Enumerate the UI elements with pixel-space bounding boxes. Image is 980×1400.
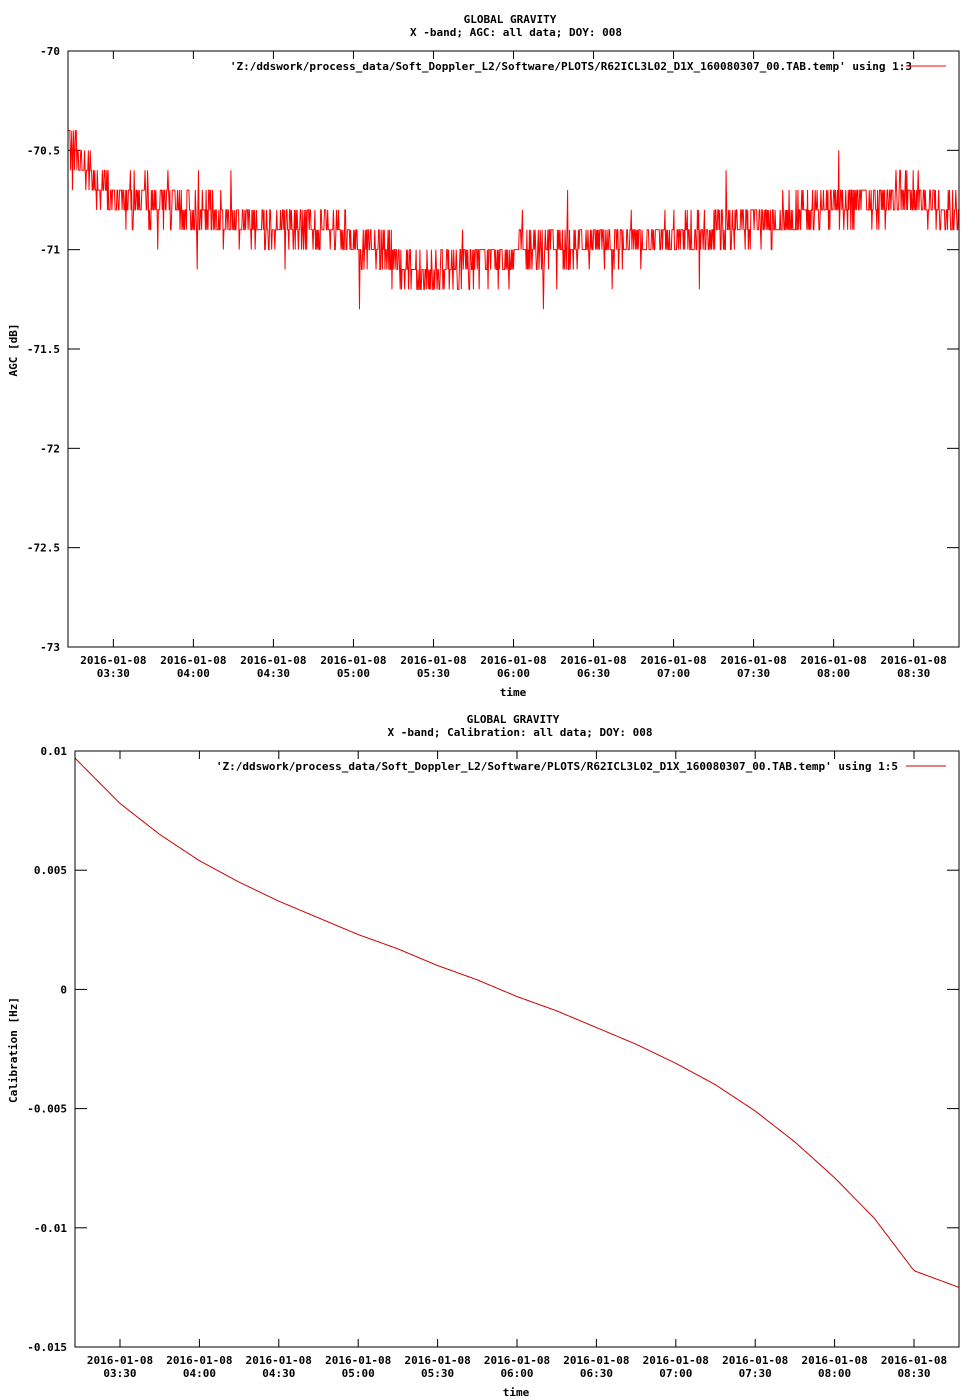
x-tick-label-time: 08:30 xyxy=(897,667,930,680)
x-tick-label-time: 08:00 xyxy=(818,1367,851,1380)
legend-label: 'Z:/ddswork/process_data/Soft_Doppler_L2… xyxy=(216,760,898,773)
y-tick-label: -72.5 xyxy=(27,542,60,555)
y-tick-label: -70.5 xyxy=(27,144,60,157)
x-tick-label-date: 2016-01-08 xyxy=(643,1354,709,1367)
x-tick-label-date: 2016-01-08 xyxy=(801,654,867,667)
x-tick-label-time: 06:00 xyxy=(500,1367,533,1380)
x-tick-label-time: 07:00 xyxy=(659,1367,692,1380)
x-tick-label-time: 04:30 xyxy=(257,667,290,680)
x-tick-label-time: 05:30 xyxy=(417,667,450,680)
chart-title: GLOBAL GRAVITY xyxy=(464,13,557,26)
x-tick-label-time: 05:00 xyxy=(342,1367,375,1380)
x-tick-label-time: 08:30 xyxy=(897,1367,930,1380)
agc-chart: GLOBAL GRAVITY X -band; AGC: all data; D… xyxy=(7,13,960,699)
y-tick-label: -73 xyxy=(40,641,60,654)
x-tick-label-date: 2016-01-08 xyxy=(80,654,146,667)
y-tick-label: -70 xyxy=(40,45,60,58)
x-tick-label-date: 2016-01-08 xyxy=(640,654,706,667)
x-tick-label-date: 2016-01-08 xyxy=(560,654,626,667)
x-tick-label-date: 2016-01-08 xyxy=(720,654,786,667)
x-tick-label-date: 2016-01-08 xyxy=(722,1354,788,1367)
x-tick-label-time: 04:00 xyxy=(177,667,210,680)
y-tick-label: -0.01 xyxy=(34,1222,67,1235)
x-tick-label-date: 2016-01-08 xyxy=(320,654,386,667)
x-tick-label-date: 2016-01-08 xyxy=(404,1354,470,1367)
y-tick-label: -71 xyxy=(40,244,60,257)
plot-frame xyxy=(74,750,960,1348)
series-layer xyxy=(74,757,960,1288)
x-tick-label-date: 2016-01-08 xyxy=(87,1354,153,1367)
x-tick-label-time: 07:30 xyxy=(739,1367,772,1380)
x-tick-label-time: 05:00 xyxy=(337,667,370,680)
x-tick-label-time: 04:30 xyxy=(262,1367,295,1380)
x-tick-label-date: 2016-01-08 xyxy=(484,1354,550,1367)
series-layer xyxy=(68,129,959,310)
x-axis-ticks: 2016-01-0803:302016-01-0804:002016-01-08… xyxy=(87,751,947,1380)
y-tick-label: -0.015 xyxy=(27,1341,67,1354)
y-axis-ticks: -70 -70.5 -71 -71.5 -72 -72.5 -73 xyxy=(27,45,959,654)
y-tick-label: 0.01 xyxy=(41,745,68,758)
x-tick-label-time: 06:30 xyxy=(580,1367,613,1380)
x-tick-label-date: 2016-01-08 xyxy=(240,654,306,667)
chart-subtitle: X -band; Calibration: all data; DOY: 008 xyxy=(388,726,653,739)
x-axis-label: time xyxy=(500,686,527,699)
x-tick-label-time: 07:30 xyxy=(737,667,770,680)
x-tick-label-time: 07:00 xyxy=(657,667,690,680)
x-axis-ticks: 2016-01-0803:302016-01-0804:002016-01-08… xyxy=(80,51,947,680)
x-tick-label-date: 2016-01-08 xyxy=(801,1354,867,1367)
x-tick-label-date: 2016-01-08 xyxy=(166,1354,232,1367)
series-line xyxy=(74,757,960,1288)
series-line xyxy=(68,129,959,310)
legend-label: 'Z:/ddswork/process_data/Soft_Doppler_L2… xyxy=(230,60,912,73)
plot-frame xyxy=(67,50,960,648)
x-tick-label-date: 2016-01-08 xyxy=(881,654,947,667)
y-axis-label: AGC [dB] xyxy=(7,324,20,377)
x-tick-label-date: 2016-01-08 xyxy=(563,1354,629,1367)
x-tick-label-date: 2016-01-08 xyxy=(160,654,226,667)
y-tick-label: -72 xyxy=(40,442,60,455)
y-tick-label: -0.005 xyxy=(27,1103,67,1116)
x-tick-label-time: 06:30 xyxy=(577,667,610,680)
calibration-chart: GLOBAL GRAVITY X -band; Calibration: all… xyxy=(7,713,960,1399)
x-tick-label-date: 2016-01-08 xyxy=(246,1354,312,1367)
chart-title: GLOBAL GRAVITY xyxy=(467,713,560,726)
x-tick-label-time: 06:00 xyxy=(497,667,530,680)
x-tick-label-time: 05:30 xyxy=(421,1367,454,1380)
y-axis-ticks: 0.01 0.005 0 -0.005 -0.01 -0.015 xyxy=(27,745,959,1354)
y-tick-label: -71.5 xyxy=(27,343,60,356)
x-tick-label-time: 04:00 xyxy=(183,1367,216,1380)
y-axis-label: Calibration [Hz] xyxy=(7,997,20,1103)
chart-subtitle: X -band; AGC: all data; DOY: 008 xyxy=(410,26,622,39)
x-tick-label-date: 2016-01-08 xyxy=(400,654,466,667)
x-tick-label-time: 03:30 xyxy=(103,1367,136,1380)
x-tick-label-time: 08:00 xyxy=(817,667,850,680)
y-tick-label: 0.005 xyxy=(34,864,67,877)
x-tick-label-date: 2016-01-08 xyxy=(325,1354,391,1367)
x-tick-label-date: 2016-01-08 xyxy=(881,1354,947,1367)
y-tick-label: 0 xyxy=(60,983,67,996)
x-tick-label-time: 03:30 xyxy=(97,667,130,680)
x-tick-label-date: 2016-01-08 xyxy=(480,654,546,667)
x-axis-label: time xyxy=(503,1386,530,1399)
